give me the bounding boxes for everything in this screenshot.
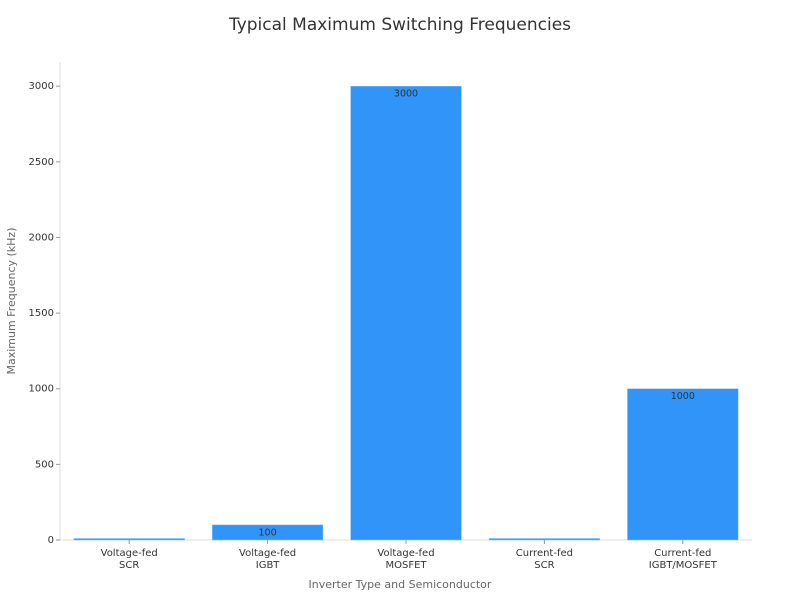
y-tick-label: 1000: [29, 384, 54, 395]
data-label: 3000: [394, 89, 418, 100]
y-tick-label: 500: [35, 459, 54, 470]
y-tick-label: 0: [48, 535, 54, 546]
y-tick-label: 2000: [29, 232, 54, 243]
bar: [350, 85, 462, 541]
bar: [627, 388, 739, 541]
x-tick-label: Voltage-fed MOSFET: [377, 548, 434, 571]
y-axis-label: Maximum Frequency (kHz): [5, 227, 18, 374]
x-tick-label: Current-fed SCR: [516, 548, 573, 571]
x-tick-label: Voltage-fed IGBT: [239, 548, 296, 571]
bar: [73, 538, 185, 541]
x-tick-label: Voltage-fed SCR: [101, 548, 158, 571]
x-tick-label: Current-fed IGBT/MOSFET: [649, 548, 718, 571]
y-tick-label: 1500: [29, 308, 54, 319]
data-label: 1000: [671, 391, 695, 402]
x-axis-label: Inverter Type and Semiconductor: [309, 578, 492, 591]
y-tick-label: 2500: [29, 157, 54, 168]
bar: [488, 538, 601, 541]
data-label: 100: [259, 527, 277, 538]
chart-title: Typical Maximum Switching Frequencies: [228, 15, 571, 35]
bar: [211, 524, 324, 541]
y-tick-label: 3000: [29, 81, 54, 92]
